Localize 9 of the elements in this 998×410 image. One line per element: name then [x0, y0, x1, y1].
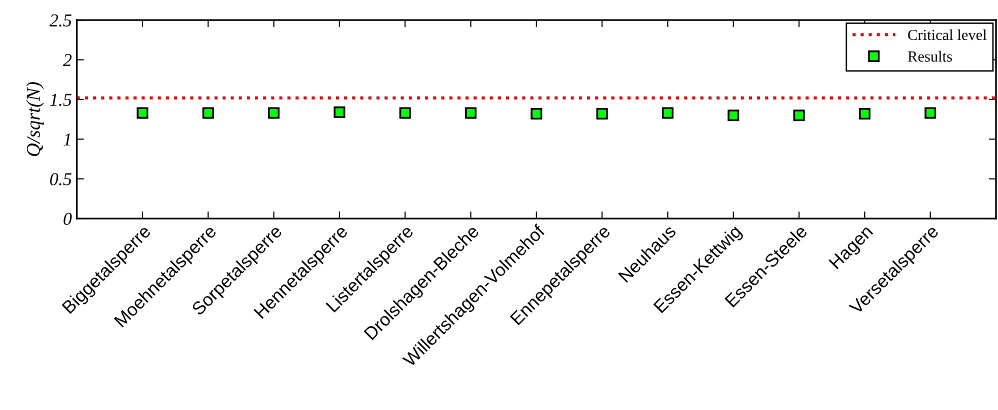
- legend-label: Critical level: [908, 29, 987, 40]
- y-tick-label: 0.5: [50, 173, 72, 186]
- y-tick-label: 1.5: [50, 94, 72, 106]
- y-tick-label: 0: [64, 212, 72, 225]
- y-tick-label: 2: [62, 54, 72, 66]
- y-tick-label: 1: [64, 134, 70, 146]
- legend-label: Results: [908, 50, 952, 62]
- y-tick-label: 2.5: [49, 14, 72, 27]
- y-axis-title: Q/sqrt(N): [26, 82, 44, 156]
